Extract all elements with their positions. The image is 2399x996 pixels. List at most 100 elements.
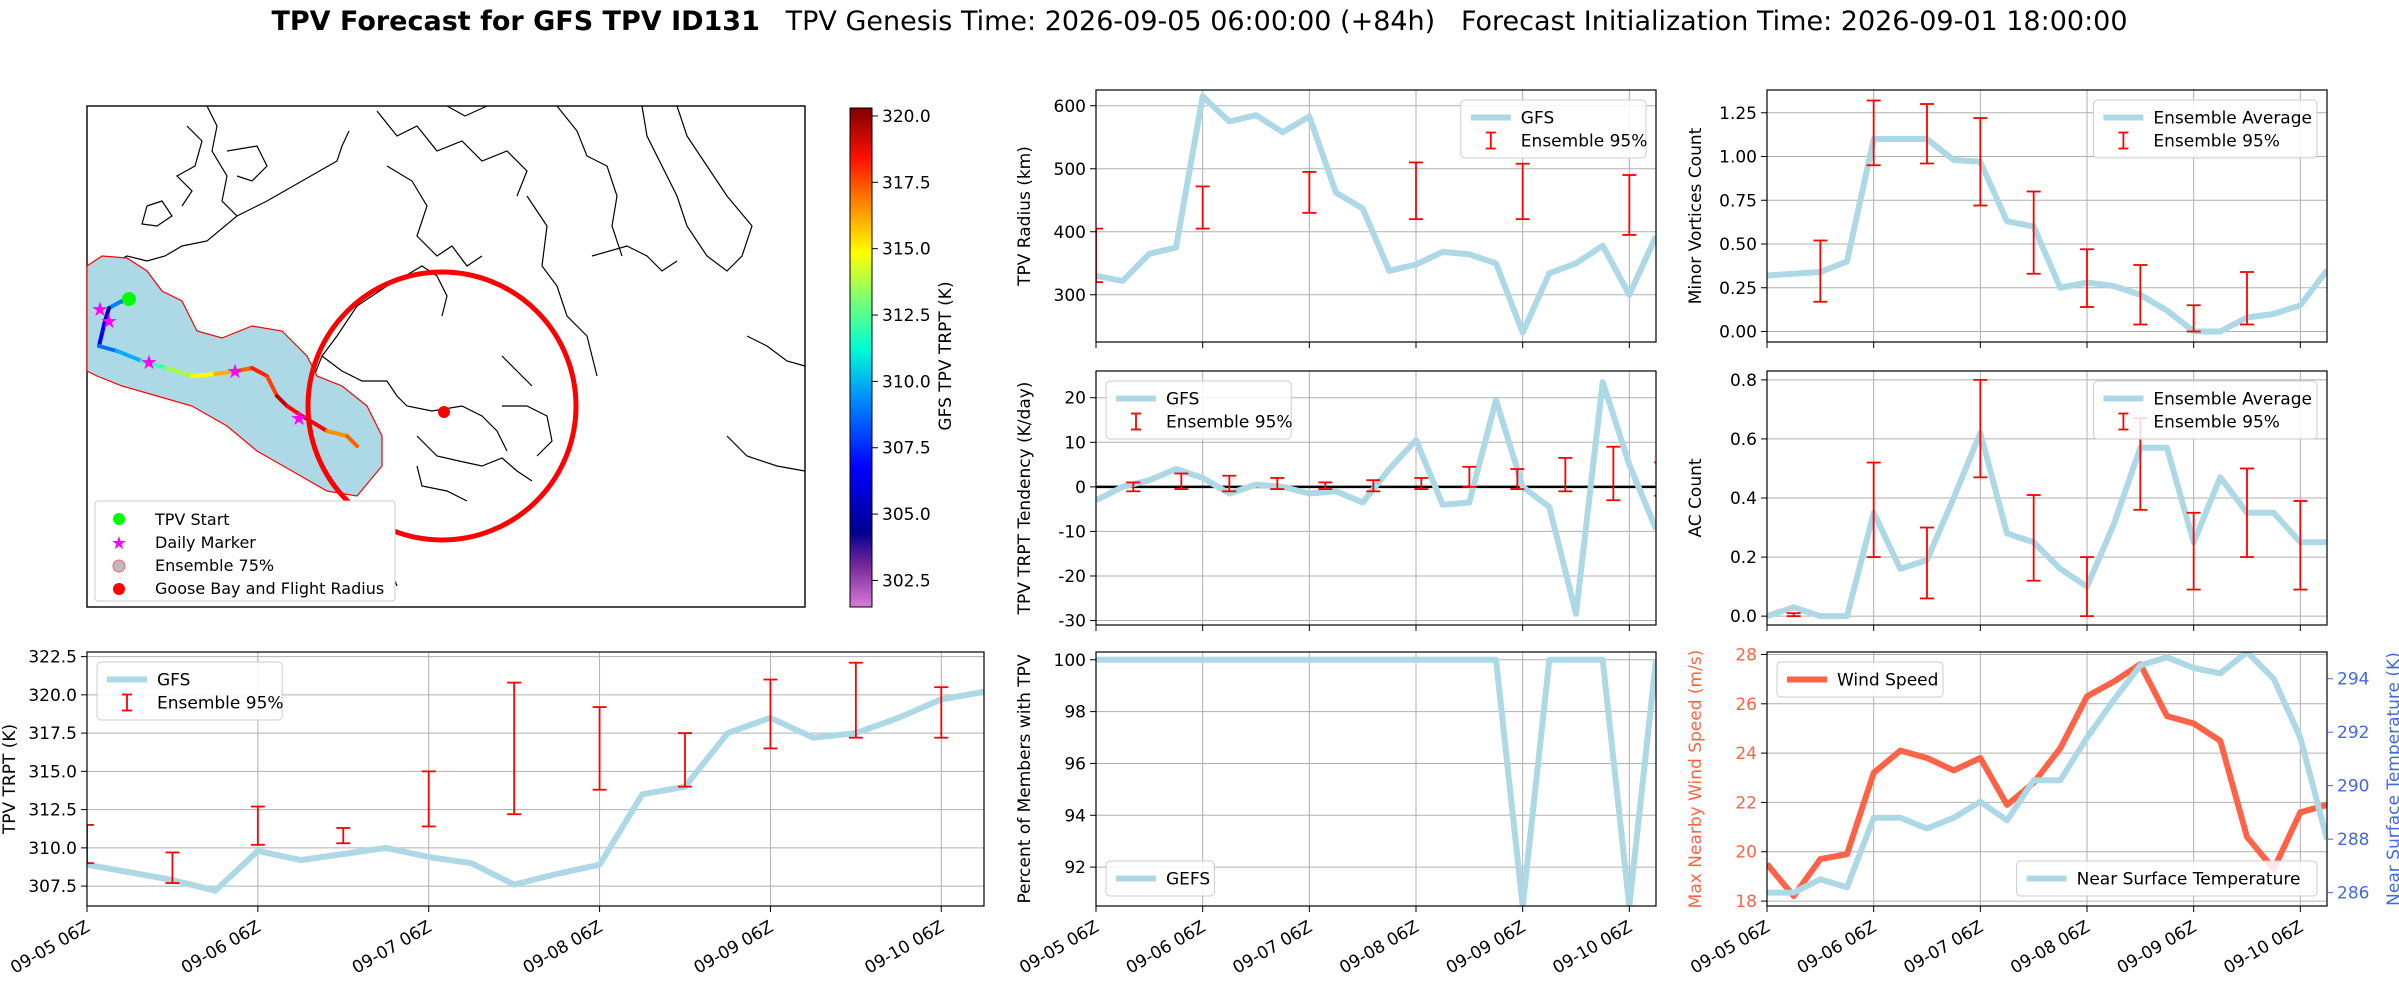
colorbar-tick-label: 312.5: [882, 306, 931, 326]
y-tick-label: 24: [1735, 744, 1757, 764]
track-segment: [140, 359, 169, 370]
colorbar-gradient: [849, 107, 873, 608]
x-tick-label: 09-05 06Z: [7, 917, 93, 978]
colorbar-tick-label: 310.0: [882, 372, 931, 392]
legend-box: [2092, 380, 2318, 440]
plot-frame: [1766, 89, 2328, 343]
daily-markers: ★★★ ★★: [91, 297, 308, 430]
errorbar: [1558, 456, 1573, 493]
legend: Ensemble Average Ensemble 95%: [2092, 99, 2318, 159]
colorbar-tick-label: 320.0: [882, 107, 931, 127]
colorbar: 302.5 305.0 307.5 310.0 312.5 315.0 317.5 320.0…: [849, 107, 956, 608]
chart-tendency: -30 -20 -10 0 10 20 TPV TRPT Tendency (K/day) G…: [1015, 370, 1657, 632]
y-tick-label: 320.0: [28, 686, 77, 706]
y-tick-label: 400: [1054, 223, 1086, 243]
series-group: [1096, 379, 1656, 617]
y-right-tick-label: 286: [2337, 884, 2369, 904]
errorbar: [1515, 162, 1530, 221]
legend-goose-bay-icon: [113, 583, 125, 595]
y-tick-label: 0.2: [1730, 548, 1757, 568]
legend-label: GFS: [1521, 109, 1554, 129]
errorbar: [1510, 468, 1525, 490]
errorbar: [1973, 378, 1988, 479]
y-axis-label: TPV Radius (km): [1015, 146, 1035, 287]
legend-label: Near Surface Temperature: [2077, 870, 2301, 890]
tpv-start-marker: [122, 292, 136, 306]
x-tick-label: 09-09 06Z: [691, 917, 777, 978]
figure-title: TPV Forecast for GFS TPV ID131 TPV Genes…: [0, 6, 2399, 37]
y-tick-label: -10: [1058, 522, 1086, 542]
legend-label: GEFS: [1166, 870, 1210, 890]
series-group: [87, 661, 984, 894]
errorbar: [1786, 612, 1801, 618]
track-segment: [97, 319, 107, 348]
chart-radius: 300 400 500 600 TPV Radius (km) GFS Ensemble 9…: [1015, 89, 1657, 348]
y-tick-label: 18: [1735, 892, 1757, 912]
legend-tpv-start: TPV Start: [154, 510, 230, 529]
x-tick-label: 09-08 06Z: [520, 917, 606, 978]
errorbar: [1973, 117, 1988, 207]
legend-label: Ensemble Average: [2153, 109, 2312, 129]
legend: Wind Speed: [1776, 661, 1944, 698]
legend: GFS Ensemble 95%: [1460, 99, 1647, 159]
track-segment: [300, 414, 329, 433]
x-tick-label: 09-09 06Z: [1443, 917, 1529, 978]
errorbar: [250, 805, 265, 846]
errorbar: [592, 706, 607, 791]
y-tick-label: 315.0: [28, 762, 77, 782]
legend: GFS Ensemble 95%: [96, 661, 284, 721]
series-line-wind-speed: [1767, 661, 2327, 900]
x-tick-label: 09-07 06Z: [1901, 917, 1987, 978]
series-line-gfs: [87, 688, 984, 894]
track-map: ★★★ ★★ TPV Start ★ Daily Marker Ensemble …: [86, 105, 806, 608]
legend-label: Ensemble Average: [2153, 390, 2312, 410]
series-group: [1767, 99, 2327, 335]
x-tick-label: 09-05 06Z: [1687, 917, 1773, 978]
track-segment: [275, 394, 289, 408]
errorbar: [1195, 185, 1210, 230]
chart-minor-vortices: 0.00 0.25 0.50 0.75 1.00 1.25 Minor Vortices C…: [1686, 89, 2328, 348]
legend-tpv-start-icon: [113, 513, 125, 525]
legend-ensemble-75: Ensemble 75%: [155, 556, 274, 575]
errorbar: [2026, 190, 2041, 275]
colorbar-tick-label: 305.0: [882, 505, 931, 525]
series-line-near-surface-temperature: [1767, 652, 2327, 896]
series-line-ensemble-average: [1767, 136, 2327, 335]
legend: Near Surface Temperature: [2016, 860, 2318, 897]
y-tick-label: 0: [1075, 478, 1086, 498]
x-tick-label: 09-06 06Z: [178, 917, 264, 978]
y-tick-label: 98: [1064, 703, 1086, 723]
errorbar: [1866, 99, 1881, 167]
daily-marker-star: ★: [290, 406, 308, 430]
legend: GEFS: [1105, 860, 1215, 897]
daily-marker-star: ★: [100, 309, 118, 333]
trpt-content: 09-05 06Z 09-06 06Z 09-07 06Z 09-08 06Z 09-0…: [0, 648, 985, 978]
y-tick-label: 22: [1735, 793, 1757, 813]
y-tick-label: 1.00: [1719, 148, 1757, 168]
track-segment: [97, 344, 119, 353]
x-tick-label: 09-06 06Z: [1794, 917, 1880, 978]
y-tick-label: 322.5: [28, 648, 77, 668]
legend: GFS Ensemble 95%: [1105, 380, 1293, 440]
ensemble-75-area: [86, 255, 383, 497]
errorbar: [1866, 461, 1881, 558]
y-tick-label: 20: [1064, 389, 1086, 409]
x-tick-label: 09-10 06Z: [861, 917, 947, 978]
errorbar: [848, 661, 863, 739]
plot-frame: [86, 651, 985, 907]
y-tick-label: 317.5: [28, 724, 77, 744]
x-tick-label: 09-10 06Z: [1550, 917, 1636, 978]
errorbar: [2133, 264, 2148, 326]
y-tick-label: 92: [1064, 858, 1086, 878]
errorbar: [1096, 227, 1103, 284]
legend-label: Ensemble 95%: [2153, 413, 2280, 433]
x-tick-label: 09-07 06Z: [349, 917, 435, 978]
y-axis-label: TPV TRPT (K): [0, 724, 20, 835]
y-tick-label: -30: [1058, 612, 1086, 632]
errorbar: [1318, 481, 1333, 490]
y-tick-label: 20: [1735, 843, 1757, 863]
x-tick-label: 09-07 06Z: [1230, 917, 1316, 978]
legend-label: Ensemble 95%: [1166, 413, 1293, 433]
y-tick-label: 307.5: [28, 877, 77, 897]
